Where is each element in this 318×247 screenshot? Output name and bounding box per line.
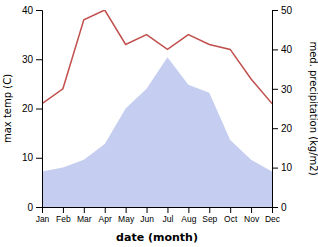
x-axis-line (43, 208, 273, 214)
x-tick-mark (126, 207, 127, 213)
x-tick: Mar (77, 207, 92, 224)
y2-tick-label: 40 (281, 44, 293, 55)
x-tick-label: Nov (244, 214, 260, 224)
y-axis-line (36, 11, 43, 208)
y2-tick-mark (272, 207, 278, 208)
x-tick-label: Jan (36, 214, 50, 224)
x-tick-mark (63, 207, 64, 213)
y2-axis-line (273, 11, 279, 208)
x-tick-label: Aug (181, 214, 196, 224)
x-tick-label: May (118, 214, 135, 224)
y2-tick: 20 (272, 123, 293, 134)
x-tick-label: Jul (163, 214, 174, 224)
chart: JanFebMarAprMayJunJulAugSepOctNovDec0102… (0, 0, 318, 247)
y-tick-mark (36, 207, 42, 208)
x-tick-mark (105, 207, 106, 213)
x-tick-mark (84, 207, 85, 213)
y-tick-mark (36, 158, 42, 159)
y2-tick-mark (272, 89, 278, 90)
x-tick: Dec (265, 207, 281, 224)
y-tick: 0 (27, 202, 42, 213)
x-axis: Jan Feb Mar Apr May Jun Jul Aug Sep Oct Nov Dec (36, 207, 281, 224)
y2-axis: 0 10 20 30 40 50 (272, 5, 293, 213)
x-tick-mark (167, 207, 168, 213)
y2-tick-label: 0 (281, 202, 287, 213)
y2-tick-mark (272, 10, 278, 11)
y-tick: 10 (22, 152, 42, 163)
x-tick: Jun (140, 207, 154, 224)
y2-tick: 10 (272, 162, 293, 173)
y2-tick: 30 (272, 84, 293, 95)
y-axis: 0 10 20 30 40 (22, 5, 43, 213)
y2-tick-mark (272, 168, 278, 169)
x-tick-label: Dec (265, 214, 281, 224)
x-tick-label: Feb (56, 214, 71, 224)
y2-tick-label: 30 (281, 84, 293, 95)
y-tick: 40 (22, 5, 42, 16)
y2-tick-label: 50 (281, 5, 293, 16)
x-tick-label: Mar (77, 214, 92, 224)
x-tick-mark (147, 207, 148, 213)
x-tick-mark (230, 207, 231, 213)
x-tick: Apr (99, 207, 112, 224)
marks (42, 10, 272, 207)
y-tick-mark (36, 10, 42, 11)
x-tick: May (118, 207, 135, 224)
y2-tick-mark (272, 128, 278, 129)
x-tick: Nov (244, 207, 260, 224)
y-tick-label: 40 (22, 5, 34, 16)
x-tick-label: Jun (140, 214, 154, 224)
y2-tick: 40 (272, 44, 293, 55)
x-tick: Sep (202, 207, 217, 224)
x-tick-label: Sep (202, 214, 217, 224)
y2-axis-title: med. precipitation (kg/m2) (308, 41, 318, 175)
y-tick-label: 30 (22, 54, 34, 65)
y-tick-mark (36, 59, 42, 60)
y-tick: 30 (22, 54, 42, 65)
y-axis-title: max temp (C) (2, 74, 13, 143)
y-tick-label: 0 (27, 202, 33, 213)
y2-tick-label: 10 (281, 162, 293, 173)
y-tick-mark (36, 109, 42, 110)
x-tick-mark (251, 207, 252, 213)
precipitation-area (42, 57, 272, 207)
x-tick: Jul (163, 207, 174, 224)
y2-tick-label: 20 (281, 123, 293, 134)
y2-tick-mark (272, 49, 278, 50)
y-tick: 20 (22, 103, 42, 114)
x-tick-label: Oct (224, 214, 238, 224)
plot: JanFebMarAprMayJunJulAugSepOctNovDec0102… (22, 5, 293, 224)
x-tick-mark (209, 207, 210, 213)
y2-tick: 0 (272, 202, 287, 213)
x-tick-label: Apr (99, 214, 112, 224)
x-tick: Oct (224, 207, 238, 224)
x-tick: Jan (36, 207, 50, 224)
y-tick-label: 20 (22, 103, 34, 114)
x-axis-title: date (month) (116, 231, 198, 244)
x-tick-mark (188, 207, 189, 213)
y-tick-label: 10 (22, 152, 34, 163)
y2-tick: 50 (272, 5, 293, 16)
x-tick: Feb (56, 207, 71, 224)
x-tick: Aug (181, 207, 196, 224)
temperature-line (42, 10, 272, 104)
